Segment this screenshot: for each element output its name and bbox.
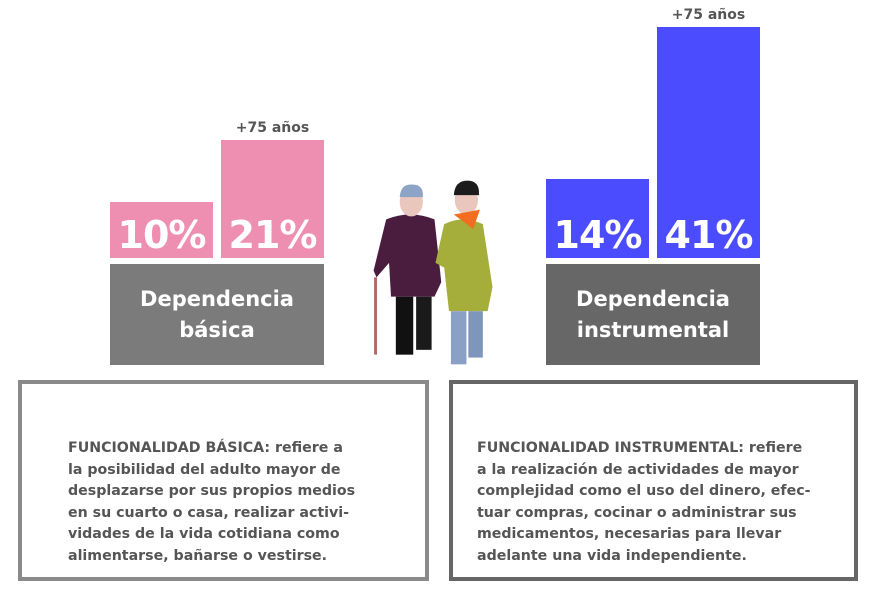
basic-description: FUNCIONALIDAD BÁSICA: refiere a la posib… <box>68 440 356 564</box>
label-line: Dependencia <box>140 286 294 311</box>
over75-label: +75 años <box>671 7 746 23</box>
bar-instrumental-total: 14% <box>546 179 649 258</box>
label-line: instrumental <box>576 317 730 342</box>
bar-basic-total: 10% <box>110 201 213 258</box>
label-dependencia-basica: Dependencia básica <box>110 264 324 365</box>
label-line: básica <box>179 317 255 342</box>
label-dependencia-instrumental: Dependencia instrumental <box>546 264 760 365</box>
bar-instrumental-over75: 41% <box>657 27 760 258</box>
label-line: Dependencia <box>576 286 730 311</box>
bar-basic-over75: 21% <box>221 139 324 258</box>
info-box-instrumental: FUNCIONALIDAD INSTRUMENTAL: refiere a la… <box>449 380 858 581</box>
over75-label: +75 años <box>235 119 310 136</box>
bar-value-label: 21% <box>228 213 318 257</box>
instrumental-description: FUNCIONALIDAD INSTRUMENTAL: refiere a la… <box>477 440 811 564</box>
bar-value-label: 14% <box>553 213 643 257</box>
bar-value-label: 41% <box>664 213 754 257</box>
bar-value-label: 10% <box>117 213 207 257</box>
elderly-couple-illustration <box>373 180 493 365</box>
info-box-basic: FUNCIONALIDAD BÁSICA: refiere a la posib… <box>18 380 429 581</box>
